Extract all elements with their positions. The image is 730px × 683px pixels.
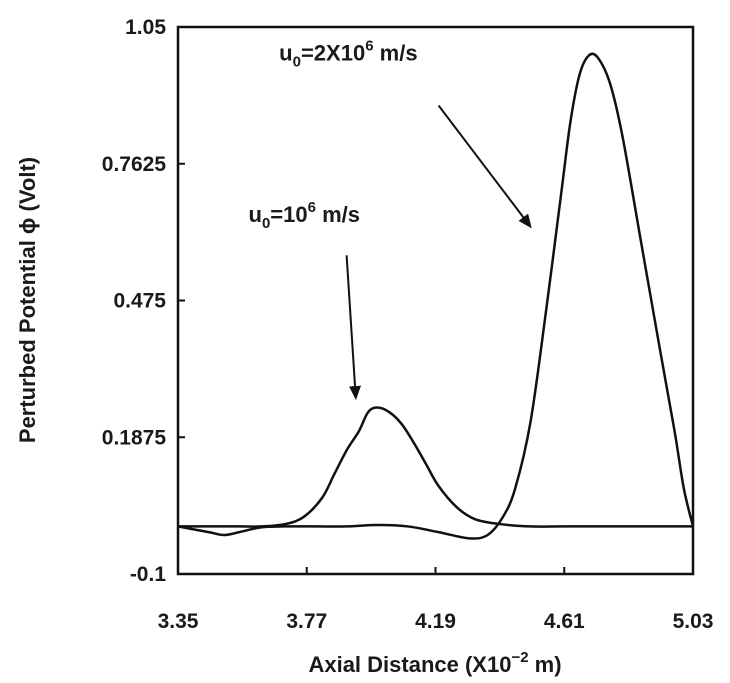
y-axis-title: Perturbed Potential ϕ (Volt) [15,157,40,443]
y-tick-label: 0.475 [113,290,166,313]
series-line-u0_2e6 [177,52,695,540]
annotation-arrow [437,104,532,229]
x-tick-label: 3.35 [158,610,199,633]
x-tick-label: 4.61 [544,610,585,633]
x-tick-label: 3.77 [286,610,327,633]
annotations: u0=106 m/s u0=2X106 m/s [249,37,532,401]
y-axis: 1.05 0.7625 0.475 0.1875 -0.1 [102,16,185,586]
series-line-u0_1e6 [178,406,693,528]
annotation-label: u0=2X106 m/s [279,37,417,70]
annotation-arrow [345,255,362,401]
y-tick-label: 0.1875 [102,426,167,449]
x-axis-title: Axial Distance (X10−2 m) [308,649,561,677]
y-tick-label: 1.05 [125,16,166,39]
x-axis: 3.35 3.77 4.19 4.61 5.03 [158,567,714,633]
series-layer [177,52,695,540]
x-tick-label: 4.19 [415,610,456,633]
y-tick-label: -0.1 [130,563,167,586]
y-tick-label: 0.7625 [102,153,167,176]
annotation-label: u0=106 m/s [249,199,361,232]
x-tick-label: 5.03 [673,610,714,633]
